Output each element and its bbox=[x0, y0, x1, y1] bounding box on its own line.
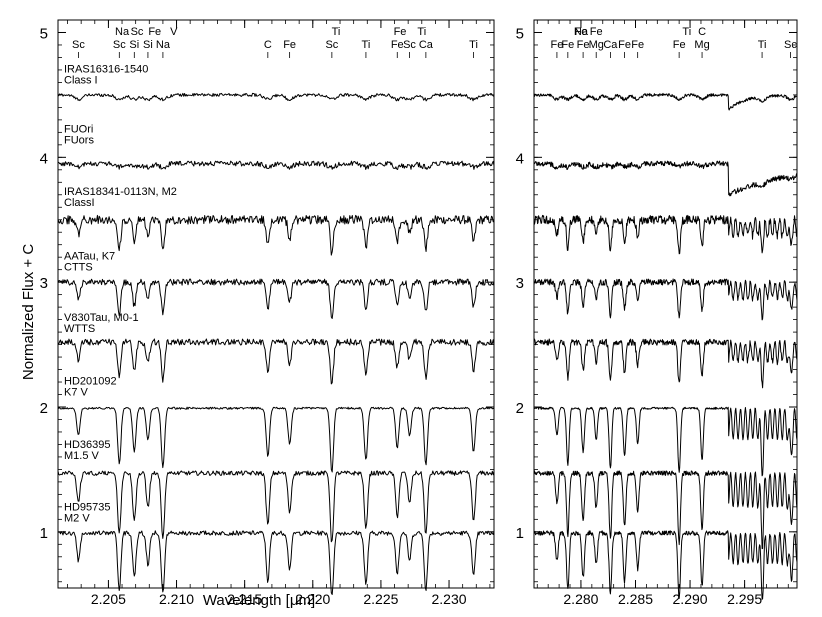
spectrum-line bbox=[533, 470, 798, 550]
line-id-label: Si bbox=[129, 39, 139, 51]
series-name-label: HD95735 bbox=[64, 502, 110, 514]
x-tick-label: 2.205 bbox=[91, 591, 126, 607]
y-tick-label: 2 bbox=[40, 400, 48, 417]
series-name-label: FUOri bbox=[64, 123, 93, 135]
line-id-label: Fe bbox=[283, 39, 296, 51]
x-tick-label: 2.280 bbox=[563, 591, 598, 607]
line-id-label: Fe bbox=[673, 39, 686, 51]
y-tick-label: 1 bbox=[516, 525, 524, 542]
spectrum-line bbox=[57, 214, 495, 256]
series-class-label: Class I bbox=[64, 74, 98, 86]
line-id-label: Sc bbox=[113, 39, 126, 51]
line-id-label: Mg bbox=[694, 39, 709, 51]
spectrum-line bbox=[57, 406, 495, 473]
line-id-label: Fe bbox=[561, 39, 574, 51]
line-id-label: Fe bbox=[575, 26, 588, 38]
line-id-label: Fe bbox=[391, 39, 404, 51]
y-tick-label: 2 bbox=[516, 400, 524, 417]
spectrum-line bbox=[57, 530, 495, 595]
series-class-label: FUors bbox=[64, 134, 94, 146]
spectrum-line bbox=[533, 406, 798, 477]
x-tick-label: 2.295 bbox=[727, 591, 762, 607]
line-id-label: Sc bbox=[784, 39, 797, 51]
series-name-label: HD201092 bbox=[64, 376, 117, 388]
line-id-label: Sc bbox=[403, 39, 416, 51]
line-id-label: Fe bbox=[550, 39, 563, 51]
line-id-label: Ti bbox=[362, 39, 371, 51]
series-class-label: M1.5 V bbox=[64, 450, 100, 462]
y-tick-label: 4 bbox=[516, 150, 524, 167]
y-tick-label: 3 bbox=[40, 275, 48, 292]
y-tick-label: 3 bbox=[516, 275, 524, 292]
series-name-label: V830Tau, M0-1 bbox=[64, 312, 139, 324]
spectrum-line bbox=[57, 160, 495, 170]
line-id-label: V bbox=[170, 26, 178, 38]
line-id-label: Fe bbox=[631, 39, 644, 51]
series-class-label: ClassI bbox=[64, 197, 95, 209]
line-id-label: Fe bbox=[577, 39, 590, 51]
series-name-label: IRAS18341-0113N, M2 bbox=[64, 186, 177, 198]
x-tick-label: 2.215 bbox=[227, 591, 262, 607]
spectrum-line bbox=[533, 160, 798, 197]
series-class-label: K7 V bbox=[64, 387, 89, 399]
line-id-label: C bbox=[264, 39, 272, 51]
line-id-label: C bbox=[698, 26, 706, 38]
line-id-label: Ti bbox=[417, 26, 426, 38]
line-id-label: Ti bbox=[332, 26, 341, 38]
x-axis-label: Wavelength [μm] bbox=[203, 592, 315, 609]
spectrum-line bbox=[533, 92, 798, 111]
line-id-label: Mg bbox=[589, 39, 604, 51]
y-tick-label: 4 bbox=[40, 150, 48, 167]
line-id-label: Fe bbox=[394, 26, 407, 38]
line-id-label: Ca bbox=[419, 39, 434, 51]
line-id-label: Si bbox=[143, 39, 153, 51]
y-tick-label: 5 bbox=[40, 25, 48, 42]
x-tick-label: 2.220 bbox=[295, 591, 330, 607]
line-id-label: Ti bbox=[758, 39, 767, 51]
plot-frame-left bbox=[57, 19, 495, 589]
x-tick-label: 2.210 bbox=[159, 591, 194, 607]
line-id-label: Na bbox=[574, 26, 589, 38]
x-tick-label: 2.290 bbox=[673, 591, 708, 607]
spectrum-line bbox=[57, 338, 495, 385]
series-name-label: AATau, K7 bbox=[64, 251, 115, 263]
spectrum-line bbox=[533, 278, 798, 321]
spectrum-line bbox=[533, 338, 798, 389]
line-id-label: Ca bbox=[603, 39, 618, 51]
line-id-label: Na bbox=[115, 26, 130, 38]
series-class-label: M2 V bbox=[64, 513, 90, 525]
line-id-label: Sc bbox=[72, 39, 85, 51]
line-id-label: Fe bbox=[618, 39, 631, 51]
x-tick-label: 2.225 bbox=[363, 591, 398, 607]
line-id-label: Sc bbox=[325, 39, 338, 51]
line-id-label: Fe bbox=[148, 26, 161, 38]
spectrum-line bbox=[57, 92, 495, 102]
x-tick-label: 2.230 bbox=[432, 591, 467, 607]
line-id-label: Fe bbox=[590, 26, 603, 38]
y-tick-label: 1 bbox=[40, 525, 48, 542]
x-tick-label: 2.285 bbox=[618, 591, 653, 607]
spectrum-line bbox=[57, 470, 495, 543]
line-id-label: Sc bbox=[131, 26, 144, 38]
spectrum-line bbox=[533, 530, 798, 600]
y-tick-label: 5 bbox=[516, 25, 524, 42]
series-name-label: IRAS16316-1540 bbox=[64, 63, 148, 75]
spectrum-line bbox=[57, 278, 495, 319]
y-axis-label: Normalized Flux + C bbox=[20, 244, 37, 380]
line-id-label: Ti bbox=[682, 26, 691, 38]
series-name-label: HD36395 bbox=[64, 439, 110, 451]
line-id-label: Ti bbox=[469, 39, 478, 51]
plot-frame-right bbox=[533, 19, 798, 589]
series-class-label: CTTS bbox=[64, 262, 93, 274]
series-class-label: WTTS bbox=[64, 323, 95, 335]
spectrum-line bbox=[533, 214, 798, 255]
line-id-label: Na bbox=[156, 39, 171, 51]
